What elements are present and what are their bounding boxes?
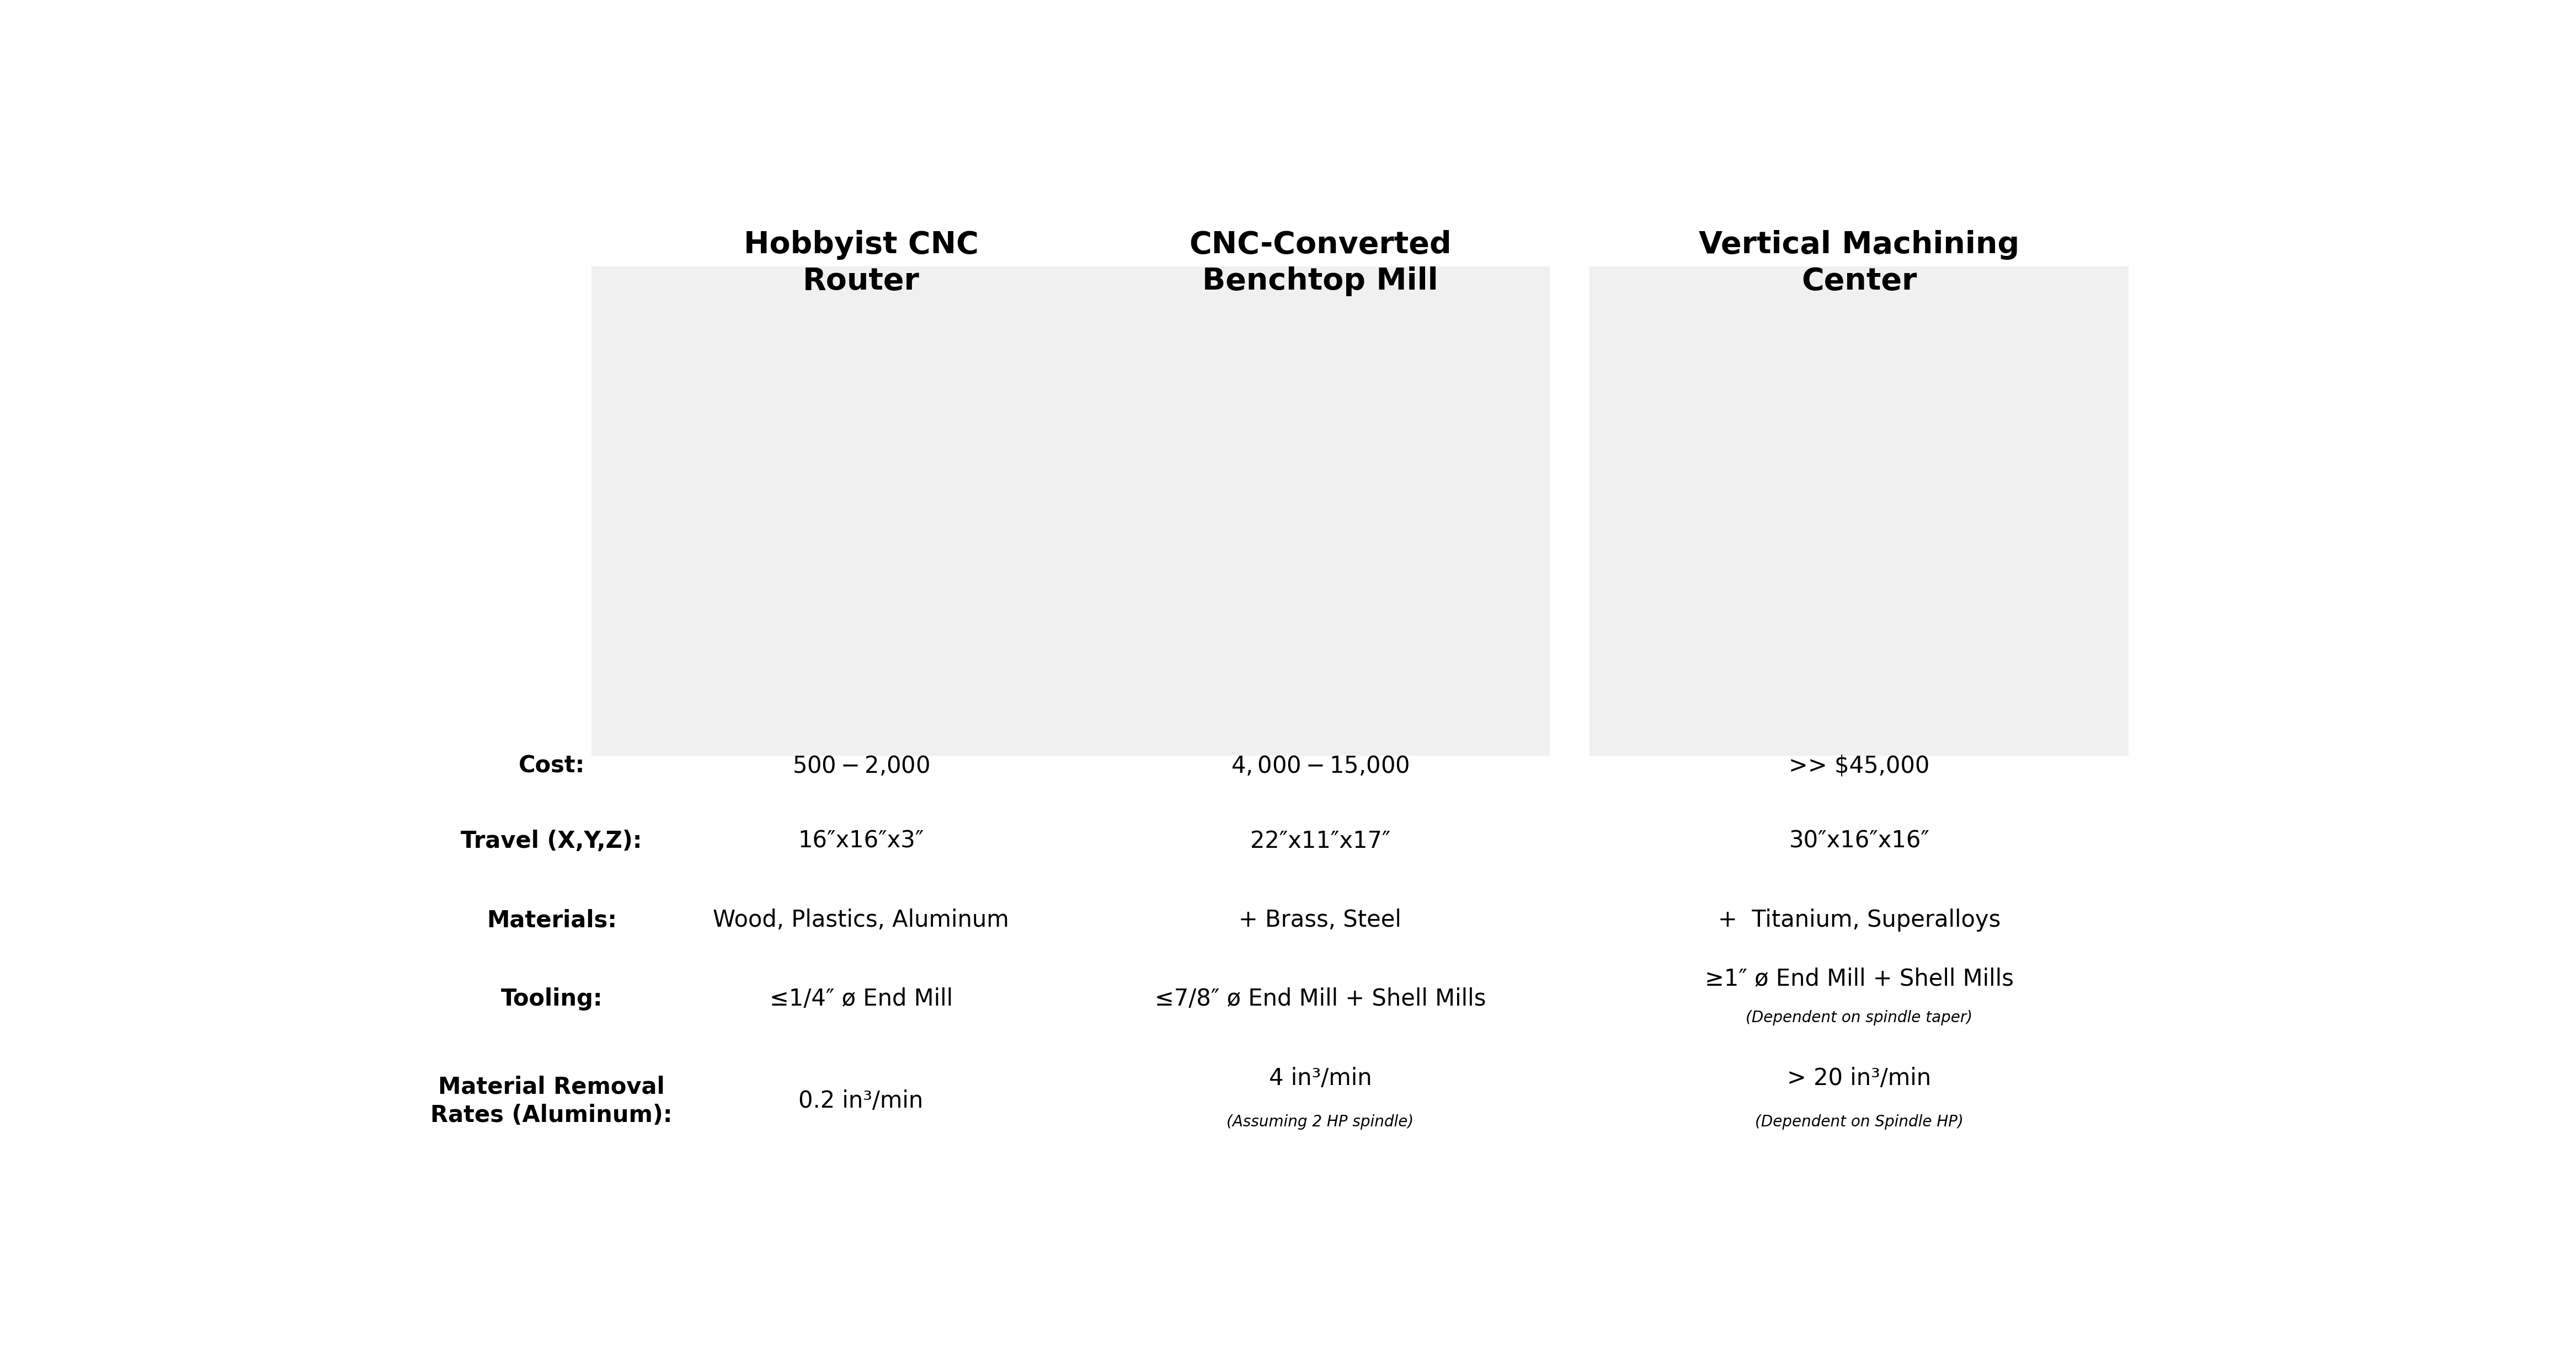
- Text: (Dependent on Spindle HP): (Dependent on Spindle HP): [1754, 1114, 1963, 1130]
- Text: $4,000 - $15,000: $4,000 - $15,000: [1231, 754, 1409, 777]
- Text: Vertical Machining
Center: Vertical Machining Center: [1700, 230, 2020, 296]
- Text: 16″x16″x3″: 16″x16″x3″: [799, 829, 925, 853]
- Text: Tooling:: Tooling:: [500, 988, 603, 1011]
- Text: CNC-Converted
Benchtop Mill: CNC-Converted Benchtop Mill: [1190, 230, 1450, 296]
- Text: 30″x16″x16″: 30″x16″x16″: [1788, 829, 1929, 853]
- Bar: [592, 266, 1100, 756]
- Text: Cost:: Cost:: [518, 754, 585, 777]
- Text: Materials:: Materials:: [487, 909, 616, 932]
- Text: +  Titanium, Superalloys: + Titanium, Superalloys: [1718, 909, 2002, 932]
- Text: ≤1/4″ ø End Mill: ≤1/4″ ø End Mill: [770, 988, 953, 1011]
- Text: Wood, Plastics, Aluminum: Wood, Plastics, Aluminum: [714, 909, 1010, 932]
- Text: >> $45,000: >> $45,000: [1788, 754, 1929, 777]
- Text: (Assuming 2 HP spindle): (Assuming 2 HP spindle): [1226, 1114, 1414, 1130]
- Bar: [1090, 266, 1551, 756]
- Text: $500 - $2,000: $500 - $2,000: [793, 754, 930, 777]
- Text: Travel (X,Y,Z):: Travel (X,Y,Z):: [461, 829, 641, 853]
- Text: 22″x11″x17″: 22″x11″x17″: [1249, 829, 1391, 853]
- Text: Hobbyist CNC
Router: Hobbyist CNC Router: [744, 230, 979, 296]
- Text: 4 in³/min: 4 in³/min: [1270, 1067, 1370, 1090]
- Text: ≥1″ ø End Mill + Shell Mills: ≥1″ ø End Mill + Shell Mills: [1705, 967, 2014, 990]
- Bar: [1589, 266, 2128, 756]
- Text: Material Removal
Rates (Aluminum):: Material Removal Rates (Aluminum):: [430, 1075, 672, 1128]
- Text: + Brass, Steel: + Brass, Steel: [1239, 909, 1401, 932]
- Text: 0.2 in³/min: 0.2 in³/min: [799, 1090, 922, 1113]
- Text: > 20 in³/min: > 20 in³/min: [1788, 1067, 1932, 1090]
- Text: ≤7/8″ ø End Mill + Shell Mills: ≤7/8″ ø End Mill + Shell Mills: [1154, 988, 1486, 1011]
- Text: (Dependent on spindle taper): (Dependent on spindle taper): [1747, 1010, 1973, 1026]
